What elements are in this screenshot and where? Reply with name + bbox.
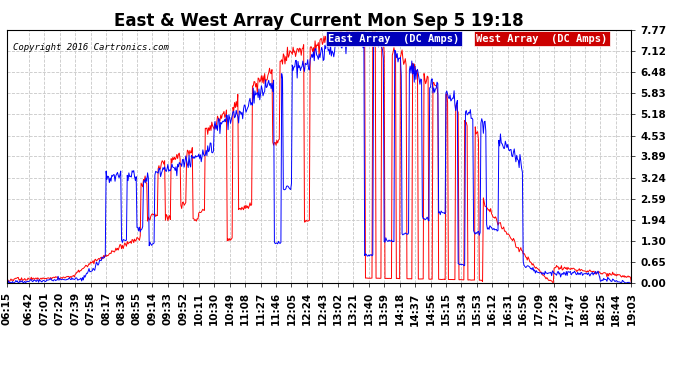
Title: East & West Array Current Mon Sep 5 19:18: East & West Array Current Mon Sep 5 19:1… — [115, 12, 524, 30]
Text: Copyright 2016 Cartronics.com: Copyright 2016 Cartronics.com — [13, 43, 169, 52]
Text: East Array  (DC Amps): East Array (DC Amps) — [328, 34, 460, 44]
Text: West Array  (DC Amps): West Array (DC Amps) — [477, 34, 608, 44]
